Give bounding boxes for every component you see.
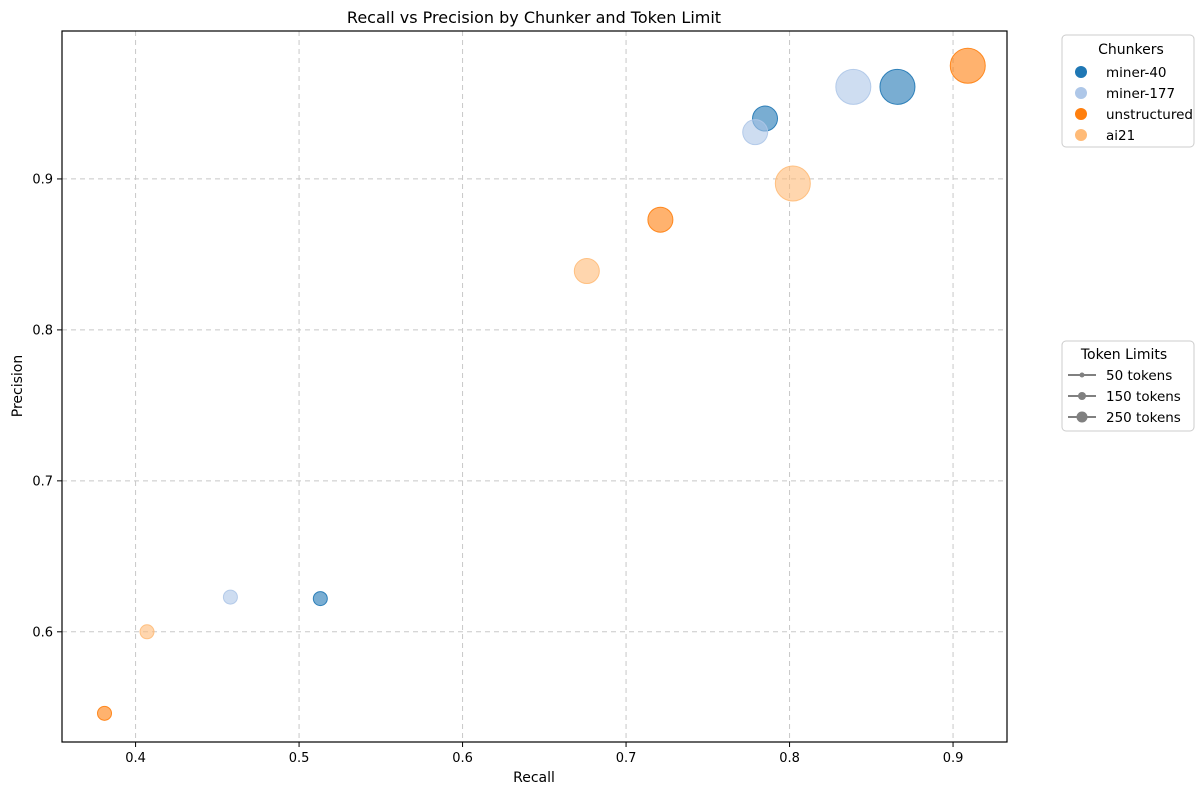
legend-chunkers: Chunkers miner-40 miner-177 unstructured ai… bbox=[1061, 34, 1195, 148]
grid-layer bbox=[62, 31, 1007, 742]
point-unstructured-50 bbox=[97, 705, 113, 721]
x-tick-label: 0.8 bbox=[779, 751, 800, 766]
x-tick-label: 0.5 bbox=[289, 751, 310, 766]
legend-token-label-50: 50 tokens bbox=[1106, 368, 1172, 384]
x-axis-label: Recall bbox=[513, 770, 555, 786]
point-miner-177-150 bbox=[742, 119, 769, 146]
y-tick-label: 0.9 bbox=[32, 172, 53, 187]
legend-marker-ai21 bbox=[1075, 129, 1087, 141]
point-ai21-250 bbox=[774, 165, 811, 202]
point-unstructured-250 bbox=[949, 47, 986, 84]
legend-tokens: Token Limits 50 tokens 150 tokens 250 toke… bbox=[1061, 340, 1195, 432]
point-ai21-50 bbox=[139, 624, 155, 640]
legend-marker-miner-40 bbox=[1075, 66, 1087, 78]
legend-marker-miner-177 bbox=[1075, 87, 1087, 99]
legend-token-marker-50 bbox=[1079, 372, 1085, 378]
point-miner-40-50 bbox=[312, 591, 328, 607]
y-tick-label: 0.8 bbox=[32, 323, 53, 338]
legend-label-ai21: ai21 bbox=[1106, 128, 1135, 144]
legend-chunkers-entries: miner-40 miner-177 unstructured ai21 bbox=[1075, 65, 1193, 144]
plot-frame bbox=[61, 30, 1008, 743]
y-axis-label: Precision bbox=[10, 355, 26, 417]
legend-chunkers-title: Chunkers bbox=[1098, 42, 1164, 58]
legend-tokens-frame bbox=[1061, 340, 1195, 432]
point-ai21-150 bbox=[573, 258, 600, 285]
legend-token-label-150: 150 tokens bbox=[1106, 389, 1181, 405]
legend-token-marker-250 bbox=[1076, 411, 1088, 423]
y-tick-label: 0.7 bbox=[32, 474, 53, 489]
x-tick-label: 0.4 bbox=[125, 751, 146, 766]
legend-marker-unstructured bbox=[1075, 108, 1087, 120]
point-miner-177-250 bbox=[835, 68, 872, 105]
legend-token-marker-150 bbox=[1078, 392, 1086, 400]
x-tick-label: 0.6 bbox=[452, 751, 473, 766]
legend-label-miner-40: miner-40 bbox=[1106, 65, 1167, 81]
point-miner-40-250 bbox=[879, 68, 916, 105]
legend-label-miner-177: miner-177 bbox=[1106, 86, 1175, 102]
x-tick-label: 0.7 bbox=[616, 751, 637, 766]
point-miner-177-50 bbox=[222, 589, 238, 605]
legend-chunkers-frame bbox=[1061, 34, 1195, 148]
points-layer bbox=[97, 47, 986, 721]
chart-title: Recall vs Precision by Chunker and Token… bbox=[347, 8, 721, 27]
legend-label-unstructured: unstructured bbox=[1106, 107, 1193, 123]
legend-token-label-250: 250 tokens bbox=[1106, 410, 1181, 426]
legend-tokens-title: Token Limits bbox=[1080, 347, 1167, 363]
y-tick-label: 0.6 bbox=[32, 625, 53, 640]
x-tick-label: 0.9 bbox=[943, 751, 964, 766]
legend-tokens-entries: 50 tokens 150 tokens 250 tokens bbox=[1068, 368, 1181, 426]
point-unstructured-150 bbox=[647, 206, 674, 233]
ticks-layer: 0.4 0.5 0.6 0.7 0.8 0.9 0.6 0.7 0.8 0.9 bbox=[32, 172, 963, 766]
